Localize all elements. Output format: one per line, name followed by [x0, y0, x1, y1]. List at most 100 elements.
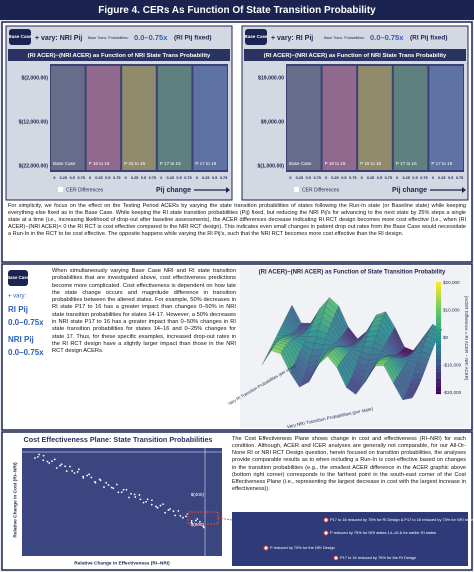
plane-dot: [53, 458, 56, 461]
plane-dot: [64, 465, 67, 468]
vary-label: + vary: NRI Pij: [35, 35, 82, 42]
y-tick-label: $(1,000.00): [257, 163, 284, 169]
plane-dot: [112, 487, 115, 490]
colorbar-cell: [436, 368, 441, 372]
x-tick-label: 0.25: [166, 176, 173, 180]
plane-dot: [128, 496, 130, 499]
legend-box: [232, 512, 468, 566]
x-tick-label: 0.75: [113, 176, 120, 180]
x-tick-label: 0: [196, 176, 198, 180]
group-band: [429, 66, 463, 170]
plane-dot: [69, 465, 71, 468]
colorbar-cell: [436, 329, 441, 333]
nri-range: 0.0–0.75x: [8, 348, 44, 357]
fixed-label: (RI Pij fixed): [174, 35, 212, 42]
colorbar-cell: [436, 380, 441, 383]
chart-title: (RI ACER)−(NRI ACER) as Function of NRI …: [264, 53, 447, 59]
y-tick-label: $(12,000.00): [19, 119, 49, 125]
x-tick-label: 0: [396, 176, 398, 180]
x-tick-label: 0.75: [220, 176, 227, 180]
legend-label: P17 to 16 reduced by 75% for RI Design &…: [330, 517, 474, 522]
legend-label: CER Differences: [302, 187, 340, 193]
x-tick-label: 0.75: [149, 176, 156, 180]
fixed-label: (RI Pij fixed): [410, 35, 448, 42]
colorbar-cell: [436, 332, 441, 336]
plane-dot: [38, 453, 40, 456]
group-label: P 17 to 18: [195, 161, 216, 166]
x-arrow-head: [462, 187, 466, 193]
legend-dot: [323, 530, 329, 536]
plane-dot: [155, 505, 157, 508]
colorbar-cell: [436, 391, 441, 395]
plane-dot: [42, 459, 45, 462]
middle-text: When simultaneously varying Base Case NR…: [52, 268, 236, 355]
plane-dot: [77, 468, 80, 471]
badge: [9, 29, 31, 45]
badge-label: Base Case: [7, 275, 30, 280]
x-tick-label: 0: [289, 176, 291, 180]
plane-dot: [130, 492, 132, 495]
colorbar-cell: [436, 335, 441, 339]
plane-dot: [115, 483, 118, 486]
colorbar-cell: [436, 374, 441, 378]
plane-dot: [34, 457, 36, 459]
y-tick-label: $9,000.00: [261, 119, 284, 125]
x-tick-label: 0.75: [420, 176, 427, 180]
x-axis-label: Relative Change in Effectiveness (RI–NRI…: [74, 560, 170, 566]
legend-dot: [323, 517, 329, 523]
plane-dot: [90, 476, 93, 479]
x-axis-label: Pij change: [156, 187, 191, 194]
plane-dot: [94, 481, 97, 484]
plane-area: [22, 448, 222, 556]
x-tick-label: 0.75: [184, 176, 191, 180]
badge: [245, 29, 267, 45]
x-tick-label: 0.25: [296, 176, 303, 180]
plane-dot: [169, 508, 171, 510]
plane-dot: [42, 454, 45, 457]
plane-dot: [65, 470, 68, 473]
x-tick-label: 0.5: [176, 176, 181, 180]
x-tick-label: 0.75: [77, 176, 84, 180]
colorbar-cell: [436, 338, 441, 341]
chart-title: (RI ACER)−(NRI ACER) as Function of Stat…: [259, 270, 446, 276]
colorbar-cell: [436, 321, 441, 325]
colorbar-cell: [436, 304, 441, 308]
summary-text: For simplicity, we focus on the effect o…: [8, 203, 466, 238]
chart-title-bar: [8, 49, 230, 61]
colorbar-cell: [436, 352, 441, 355]
group-band: [322, 66, 357, 170]
group-label: Base Case: [289, 161, 312, 166]
colorbar-cell: [436, 301, 441, 305]
x-tick-label: 0.5: [306, 176, 311, 180]
plane-dot: [185, 515, 187, 518]
plane-dot: [203, 526, 205, 529]
colorbar-cell: [436, 349, 441, 353]
colorbar-tick-label: $0: [443, 335, 449, 340]
vary-label: + vary: RI Pij: [271, 35, 313, 42]
colorbar-cell: [436, 357, 441, 361]
x-tick-label: 0.5: [377, 176, 382, 180]
plane-dot: [46, 460, 49, 463]
legend-label: P17 to 16 reduced by 75% for the RI Desi…: [340, 555, 416, 560]
x-tick-label: 0: [125, 176, 127, 180]
plane-dot: [82, 475, 85, 478]
title-bar: [0, 0, 474, 20]
colorbar-cell: [436, 287, 441, 291]
surface-cell: [413, 368, 426, 375]
plane-dot: [146, 498, 149, 501]
x-tick-label: 0.5: [448, 176, 453, 180]
plane-dot: [194, 519, 197, 522]
colorbar-tick-label: -$10,000: [443, 363, 462, 368]
plane-dot: [76, 471, 79, 473]
colorbar-cell: [436, 377, 441, 381]
legend-label: CER Differences: [66, 187, 104, 193]
x-tick-label: 0.25: [331, 176, 338, 180]
colorbar-cell: [436, 293, 441, 297]
colorbar-cell: [436, 298, 441, 302]
colorbar-cell: [436, 284, 441, 288]
plane-dot: [198, 520, 201, 523]
plane-dot: [36, 455, 39, 458]
group-band: [193, 66, 227, 170]
plane-dot: [133, 493, 136, 496]
